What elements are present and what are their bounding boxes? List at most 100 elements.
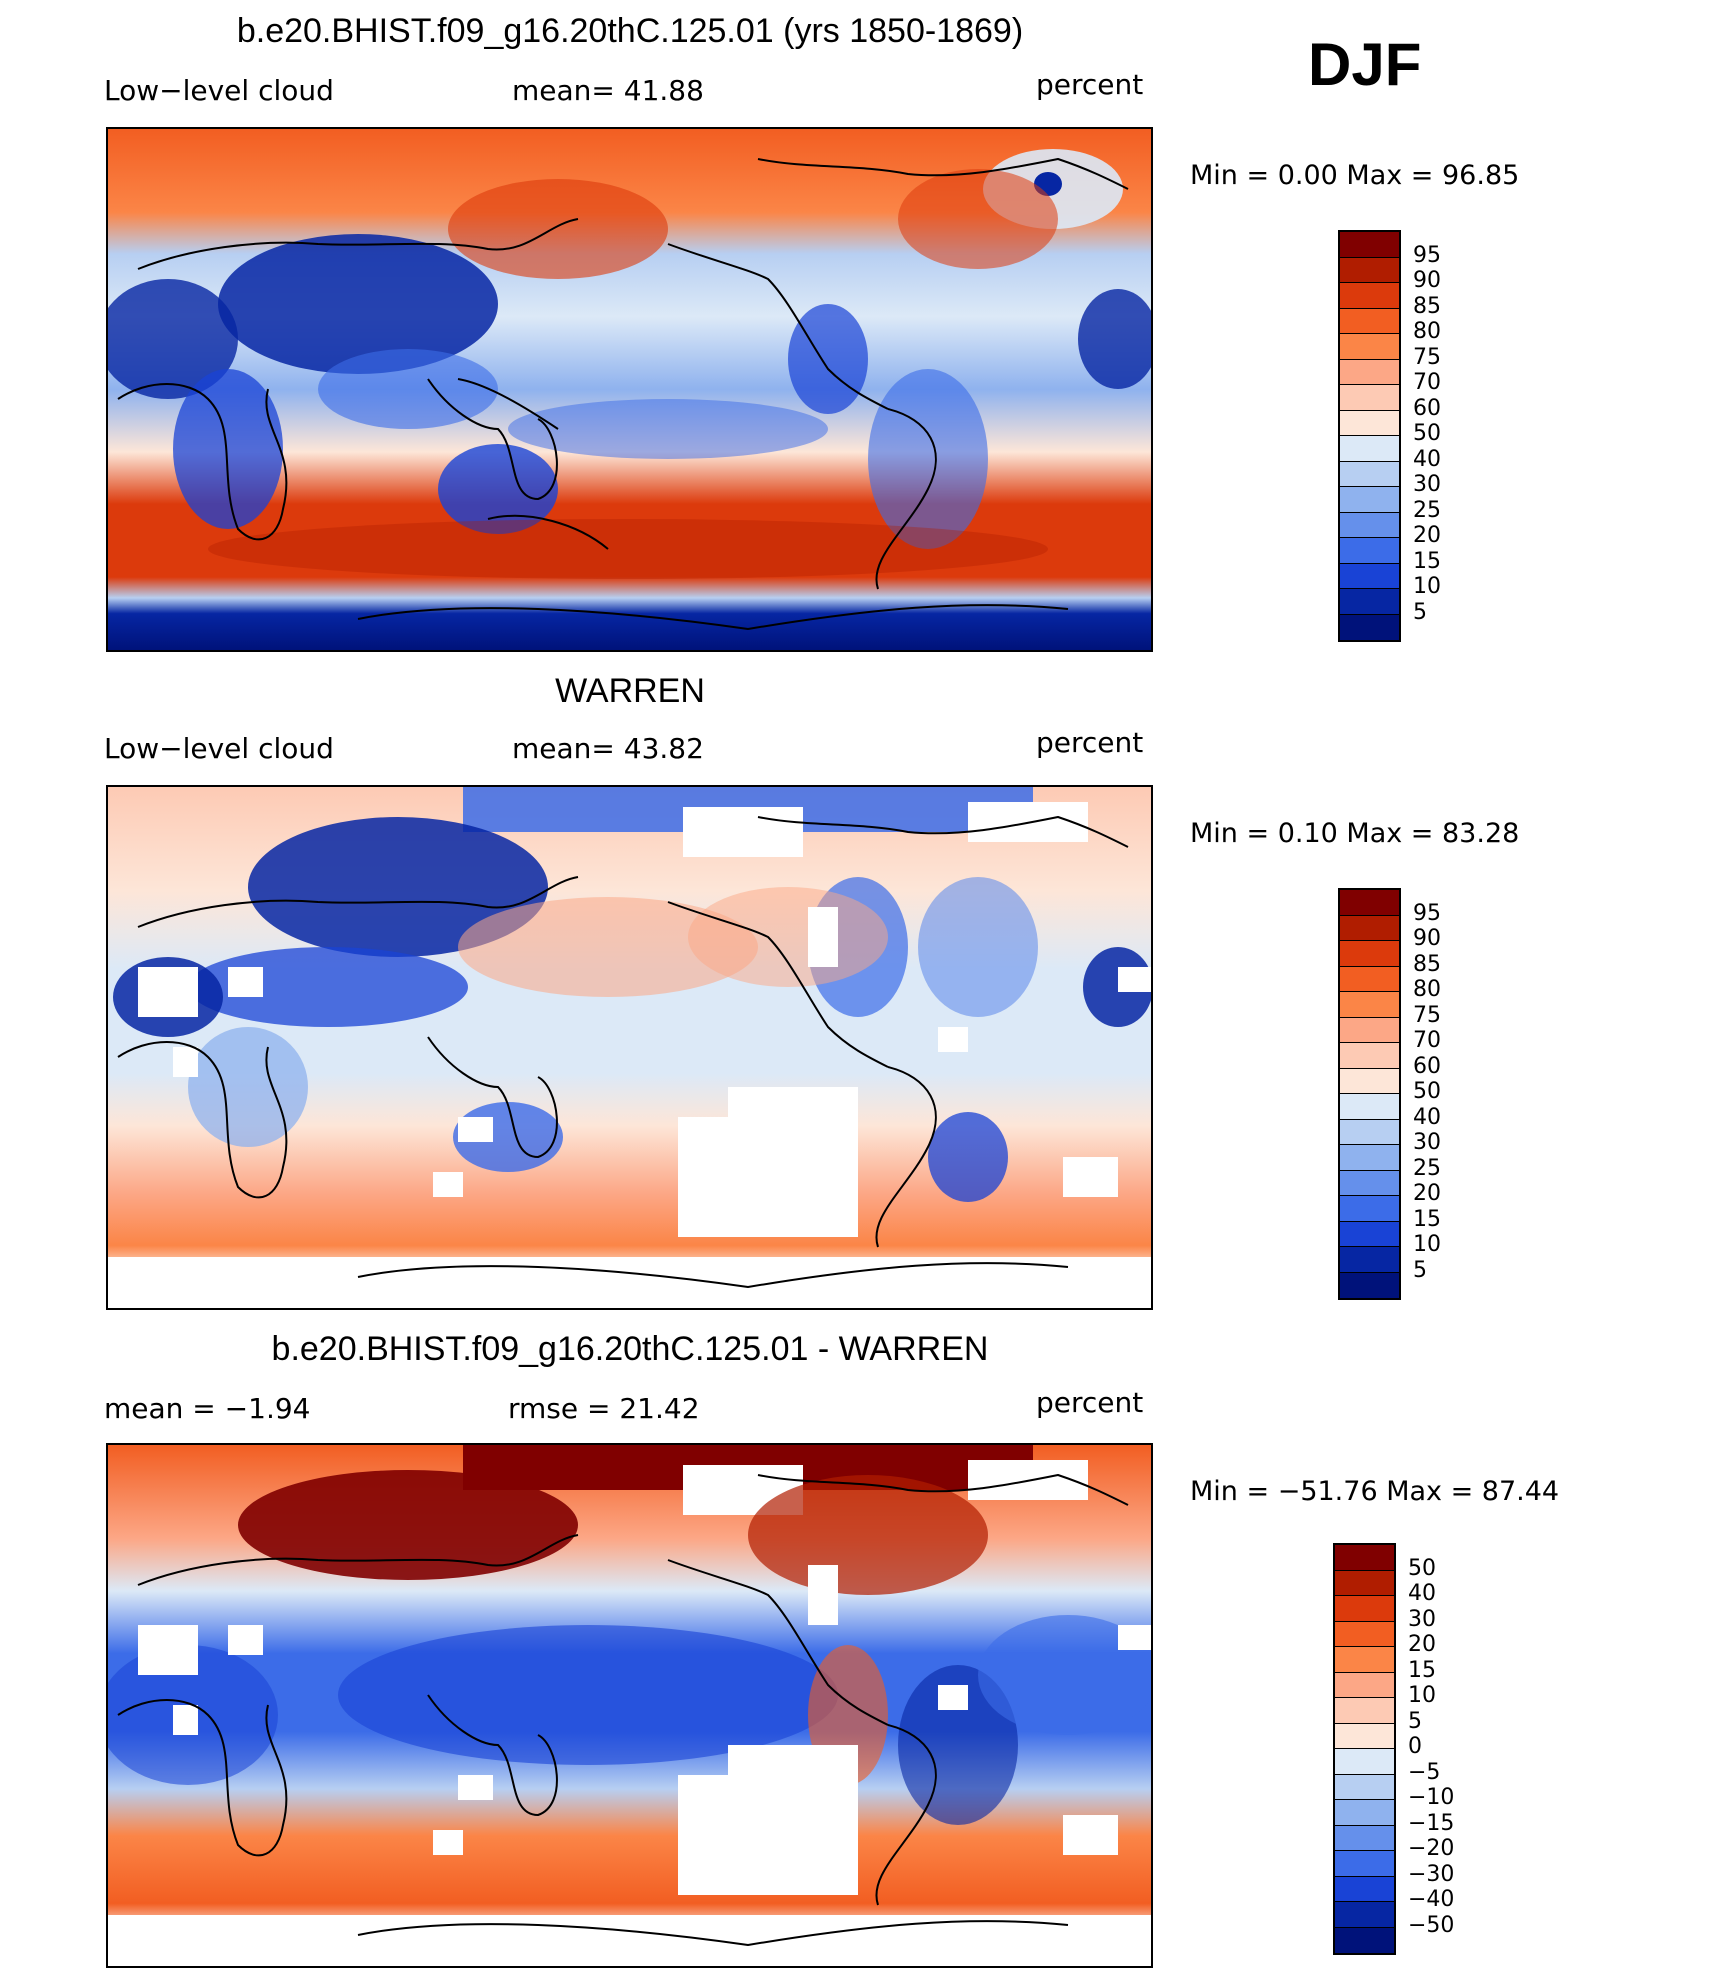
- colorbar-swatch: [1335, 1698, 1394, 1724]
- colorbar-label: 85: [1413, 293, 1441, 319]
- colorbar-label: 95: [1413, 900, 1441, 926]
- colorbar-model: [1338, 230, 1401, 642]
- colorbar-swatch: [1340, 410, 1399, 436]
- colorbar-swatch: [1340, 563, 1399, 589]
- colorbar-swatch: [1340, 461, 1399, 487]
- colorbar-label: 5: [1413, 1257, 1427, 1283]
- colorbar-swatch: [1335, 1927, 1394, 1953]
- colorbar-label: −30: [1408, 1861, 1455, 1887]
- colorbar-label: 10: [1413, 574, 1441, 599]
- colorbar-swatch: [1335, 1876, 1394, 1902]
- colorbar-swatch: [1335, 1672, 1394, 1698]
- colorbar-swatch: [1340, 334, 1399, 360]
- panel-left-label: Low−level cloud: [104, 74, 334, 107]
- colorbar-swatch: [1340, 1068, 1399, 1094]
- colorbar-swatch: [1340, 1017, 1399, 1043]
- colorbar-swatch: [1340, 1170, 1399, 1196]
- colorbar-label: 90: [1413, 926, 1441, 951]
- colorbar-label: −50: [1408, 1912, 1455, 1938]
- colorbar-swatch: [1340, 308, 1399, 334]
- colorbar-label: 15: [1413, 548, 1441, 574]
- colorbar-swatch: [1340, 890, 1399, 916]
- colorbar-label: 40: [1413, 1104, 1441, 1130]
- colorbar-swatch: [1340, 1119, 1399, 1145]
- colorbar-label: 95: [1413, 242, 1441, 268]
- colorbar-label: 85: [1413, 951, 1441, 977]
- colorbar-swatch: [1340, 992, 1399, 1018]
- colorbar-swatch: [1340, 232, 1399, 258]
- colorbar-label: −20: [1408, 1836, 1455, 1861]
- colorbar-swatch: [1340, 1196, 1399, 1222]
- panel-mean-label: mean= 43.82: [512, 732, 704, 765]
- colorbar-swatch: [1335, 1647, 1394, 1673]
- colorbar-swatch: [1335, 1570, 1394, 1596]
- colorbar-label: −40: [1408, 1887, 1455, 1912]
- colorbar-swatch: [1335, 1774, 1394, 1800]
- colorbar-label: 80: [1413, 319, 1441, 344]
- map-panel-obs: [106, 785, 1153, 1310]
- colorbar-label: 30: [1413, 1130, 1441, 1155]
- colorbar-label: 25: [1413, 1155, 1441, 1181]
- colorbar-label: 0: [1408, 1734, 1422, 1759]
- colorbar-label: 90: [1413, 268, 1441, 293]
- colorbar-label: 40: [1408, 1581, 1436, 1606]
- colorbar-swatch: [1340, 1221, 1399, 1247]
- colorbar-diff: [1333, 1543, 1396, 1955]
- colorbar-swatch: [1340, 1272, 1399, 1298]
- colorbar-label: 10: [1413, 1232, 1441, 1257]
- panel-minmax: Min = 0.10 Max = 83.28: [1190, 818, 1520, 849]
- colorbar-label: 15: [1413, 1206, 1441, 1232]
- panel-mean-label: mean= 41.88: [512, 74, 704, 107]
- panel-minmax: Min = −51.76 Max = 87.44: [1190, 1476, 1560, 1507]
- colorbar-label: 75: [1413, 1002, 1441, 1028]
- colorbar-label: 5: [1413, 599, 1427, 625]
- colorbar-swatch: [1340, 1094, 1399, 1120]
- colorbar-swatch: [1340, 538, 1399, 564]
- colorbar-swatch: [1340, 1043, 1399, 1069]
- panel-mean-label: mean = −1.94: [104, 1392, 311, 1425]
- panel-title: b.e20.BHIST.f09_g16.20thC.125.01 (yrs 18…: [236, 12, 1024, 50]
- map-panel-model: [106, 127, 1153, 652]
- colorbar-swatch: [1340, 283, 1399, 309]
- colorbar-swatch: [1335, 1545, 1394, 1571]
- colorbar-swatch: [1340, 359, 1399, 385]
- colorbar-label: 30: [1413, 472, 1441, 497]
- colorbar-label: 10: [1408, 1683, 1436, 1708]
- colorbar-label: 40: [1413, 446, 1441, 472]
- colorbar-swatch: [1340, 915, 1399, 941]
- colorbar-swatch: [1335, 1851, 1394, 1877]
- panel-title: b.e20.BHIST.f09_g16.20thC.125.01 - WARRE…: [271, 1330, 989, 1368]
- colorbar-swatch: [1340, 1145, 1399, 1171]
- colorbar-swatch: [1335, 1749, 1394, 1775]
- panel-left-label: Low−level cloud: [104, 732, 334, 765]
- colorbar-label: 50: [1413, 421, 1441, 446]
- colorbar-label: 5: [1408, 1708, 1422, 1734]
- panel-minmax: Min = 0.00 Max = 96.85: [1190, 160, 1520, 191]
- colorbar-obs: [1338, 888, 1401, 1300]
- colorbar-label: 20: [1413, 1181, 1441, 1206]
- colorbar-swatch: [1335, 1596, 1394, 1622]
- colorbar-swatch: [1340, 257, 1399, 283]
- colorbar-swatch: [1340, 1247, 1399, 1273]
- panel-title: WARREN: [555, 672, 705, 710]
- colorbar-label: 30: [1408, 1606, 1436, 1632]
- colorbar-label: −5: [1408, 1759, 1441, 1785]
- colorbar-label: 75: [1413, 344, 1441, 370]
- colorbar-label: 50: [1413, 1079, 1441, 1104]
- colorbar-label: 20: [1413, 523, 1441, 548]
- panel-rmse-label: rmse = 21.42: [508, 1392, 700, 1425]
- colorbar-swatch: [1340, 436, 1399, 462]
- colorbar-swatch: [1335, 1723, 1394, 1749]
- colorbar-swatch: [1340, 941, 1399, 967]
- colorbar-swatch: [1335, 1800, 1394, 1826]
- colorbar-label: 60: [1413, 395, 1441, 421]
- colorbar-label: 60: [1413, 1053, 1441, 1079]
- colorbar-label: 70: [1413, 1028, 1441, 1053]
- colorbar-label: 50: [1408, 1555, 1436, 1581]
- colorbar-swatch: [1340, 487, 1399, 513]
- colorbar-label: 15: [1408, 1657, 1436, 1683]
- colorbar-label: −15: [1408, 1810, 1455, 1836]
- colorbar-label: 20: [1408, 1632, 1436, 1657]
- colorbar-label: 80: [1413, 977, 1441, 1002]
- colorbar-swatch: [1340, 966, 1399, 992]
